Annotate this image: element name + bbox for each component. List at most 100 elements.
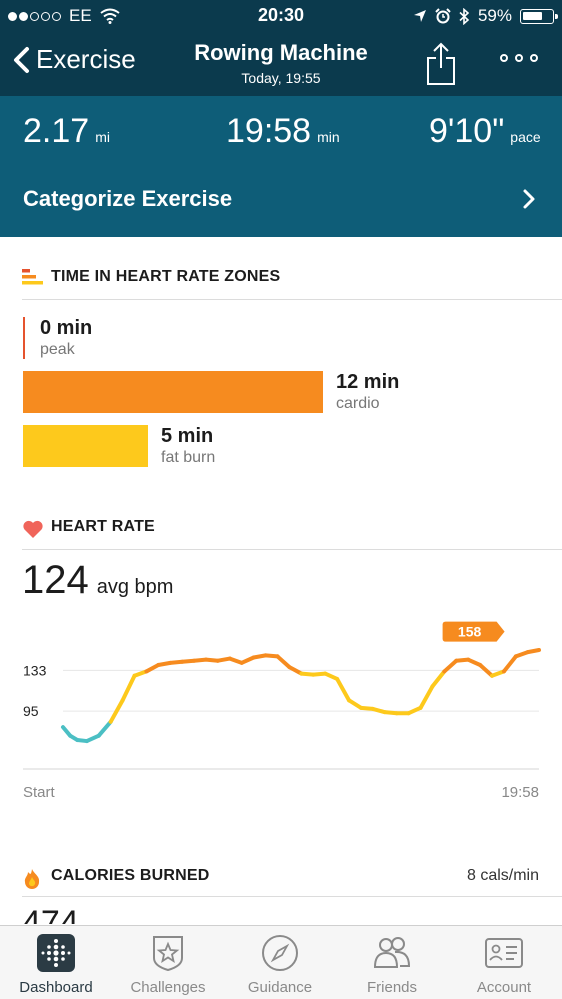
peak-zone-name: peak: [40, 341, 75, 358]
peak-heart-rate-value: 158: [458, 624, 482, 640]
page-title: Rowing Machine: [194, 40, 368, 65]
average-heart-rate-unit: avg bpm: [96, 576, 174, 598]
bluetooth-icon: [459, 7, 470, 25]
heart-icon: [23, 520, 43, 538]
heart-rate-line-segment: [251, 653, 268, 660]
categorize-exercise-row[interactable]: Categorize Exercise: [0, 186, 562, 226]
heart-rate-line-segment: [84, 733, 101, 744]
compass-icon: [262, 935, 298, 971]
more-options-icon[interactable]: [500, 54, 538, 62]
heart-rate-line-segment: [370, 706, 387, 715]
calories-title: CALORIES BURNED: [51, 867, 210, 884]
peak-zone-bar: [23, 317, 25, 359]
heart-rate-line-segment: [144, 663, 161, 674]
battery-icon: [520, 8, 558, 24]
heart-rate-line-segment: [406, 705, 423, 716]
wifi-icon: [100, 8, 120, 24]
heart-rate-line-segment: [513, 650, 530, 659]
duration-stat: 19:58 min: [226, 112, 340, 151]
heart-rate-section-header: HEART RATE: [0, 512, 562, 550]
tab-challenges[interactable]: Challenges: [112, 926, 224, 999]
fat-burn-zone-label: 5 min fat burn: [161, 425, 215, 467]
chart-end-label: 19:58: [501, 784, 539, 801]
clock: 20:30: [257, 5, 305, 25]
y-tick-label: 95: [23, 703, 39, 719]
battery-percent: 59%: [477, 6, 512, 25]
categorize-exercise-label: Categorize Exercise: [23, 186, 233, 211]
heart-rate-line-segment: [525, 648, 541, 655]
divider: [22, 299, 562, 300]
heart-rate-line-segment: [418, 684, 435, 710]
dashboard-icon: [37, 934, 75, 972]
tab-label: Account: [476, 979, 532, 996]
heart-rate-line-segment: [239, 655, 256, 665]
heart-rate-line-segment: [287, 665, 304, 676]
share-icon[interactable]: [424, 42, 458, 86]
top-bar: EE 20:30 59% Exercise Rowing Machine Tod…: [0, 0, 562, 96]
tab-account[interactable]: Account: [448, 926, 560, 999]
heart-rate-line-segment: [156, 660, 173, 667]
distance-unit: mi: [95, 129, 110, 145]
duration-unit: min: [317, 129, 340, 145]
divider: [22, 549, 562, 550]
exercise-summary: 2.17 mi 19:58 min 9'10" pace Categorize …: [0, 96, 562, 237]
peak-zone-time: 0 min: [40, 317, 93, 339]
navigation-bar: Exercise Rowing Machine Today, 19:55: [0, 36, 562, 96]
tab-dashboard[interactable]: Dashboard: [0, 926, 112, 999]
pace-stat: 9'10" pace: [429, 112, 541, 151]
fat-burn-zone-bar: [23, 425, 148, 467]
heart-rate-line-segment: [120, 673, 137, 703]
duration-value: 19:58: [226, 112, 312, 150]
heart-rate-chart: 95 133 158: [23, 621, 541, 770]
chart-start-label: Start: [23, 784, 55, 801]
calories-value: 474: [22, 906, 82, 924]
fat-burn-zone-time: 5 min: [161, 425, 214, 447]
page-subtitle: Today, 19:55: [241, 70, 321, 86]
back-button[interactable]: Exercise: [12, 44, 136, 75]
heart-rate-line-segment: [215, 656, 232, 663]
tab-friends[interactable]: Friends: [336, 926, 448, 999]
heart-rate-line-segment: [275, 654, 292, 670]
cardio-zone-name: cardio: [336, 395, 380, 412]
tab-bar: Dashboard Challenges Guidance Friends: [0, 925, 562, 999]
star-badge-icon: [153, 936, 183, 972]
back-label: Exercise: [36, 44, 136, 74]
average-heart-rate: 124 avg bpm: [22, 558, 173, 603]
peak-heart-rate-badge: [442, 621, 505, 642]
tab-label: Challenges: [130, 979, 206, 996]
heart-rate-line-segment: [96, 719, 113, 738]
tab-label: Guidance: [247, 979, 313, 996]
cardio-zone-time: 12 min: [336, 371, 400, 393]
heart-rate-line-segment: [501, 654, 518, 674]
distance-stat: 2.17 mi: [23, 112, 110, 151]
location-arrow-icon: [413, 10, 426, 22]
id-card-icon: [485, 938, 523, 968]
divider: [22, 896, 562, 897]
pace-unit: pace: [510, 129, 541, 145]
carrier-label: EE: [69, 6, 92, 25]
average-heart-rate-value: 124: [22, 558, 89, 602]
cardio-zone-label: 12 min cardio: [336, 371, 399, 413]
tab-label: Friends: [366, 979, 418, 996]
cardio-zone-bar: [23, 371, 323, 413]
chevron-right-icon: [523, 189, 535, 209]
heart-rate-zones-icon: [22, 269, 43, 285]
heart-rate-line-segment: [227, 656, 244, 665]
heart-rate-line-segment: [466, 657, 483, 667]
chevron-left-icon: [14, 46, 29, 73]
flame-icon: [24, 869, 40, 889]
y-tick-label: 133: [23, 662, 47, 678]
heart-rate-line-segment: [430, 669, 447, 689]
zones-title: TIME IN HEART RATE ZONES: [51, 268, 281, 285]
pace-value: 9'10": [429, 112, 505, 150]
heart-rate-line-segment: [132, 669, 149, 678]
heart-rate-line-segment: [478, 663, 495, 678]
tab-guidance[interactable]: Guidance: [224, 926, 336, 999]
fat-burn-zone-name: fat burn: [161, 449, 216, 466]
tab-label: Dashboard: [19, 979, 93, 996]
status-bar: EE 20:30 59%: [0, 0, 562, 32]
heart-rate-line-segment: [347, 698, 363, 710]
signal-strength-icon: [8, 11, 61, 21]
heart-rate-title: HEART RATE: [51, 518, 155, 535]
peak-zone-label: 0 min peak: [40, 317, 92, 359]
